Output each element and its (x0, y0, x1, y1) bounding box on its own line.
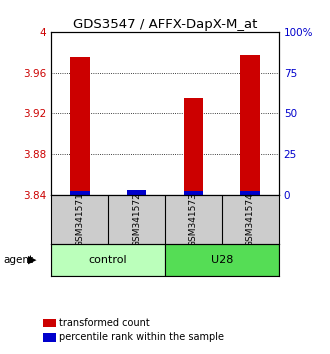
Text: U28: U28 (211, 255, 233, 265)
Text: percentile rank within the sample: percentile rank within the sample (59, 332, 224, 342)
Text: GSM341572: GSM341572 (132, 192, 141, 246)
Bar (70, 192, 89, 195)
Text: agent: agent (3, 255, 33, 265)
Text: transformed count: transformed count (59, 318, 150, 328)
Text: GSM341573: GSM341573 (189, 192, 198, 247)
Text: GSM341571: GSM341571 (75, 192, 84, 247)
Text: ▶: ▶ (28, 255, 37, 265)
Bar (183, 192, 203, 195)
Bar (51, 244, 165, 276)
Text: GSM341574: GSM341574 (246, 192, 255, 246)
Text: control: control (89, 255, 127, 265)
Title: GDS3547 / AFFX-DapX-M_at: GDS3547 / AFFX-DapX-M_at (73, 18, 257, 31)
Bar (183, 98, 203, 195)
Bar (241, 55, 260, 195)
Bar (70, 57, 89, 195)
Bar (127, 190, 147, 195)
Bar (165, 244, 279, 276)
Bar (241, 192, 260, 195)
